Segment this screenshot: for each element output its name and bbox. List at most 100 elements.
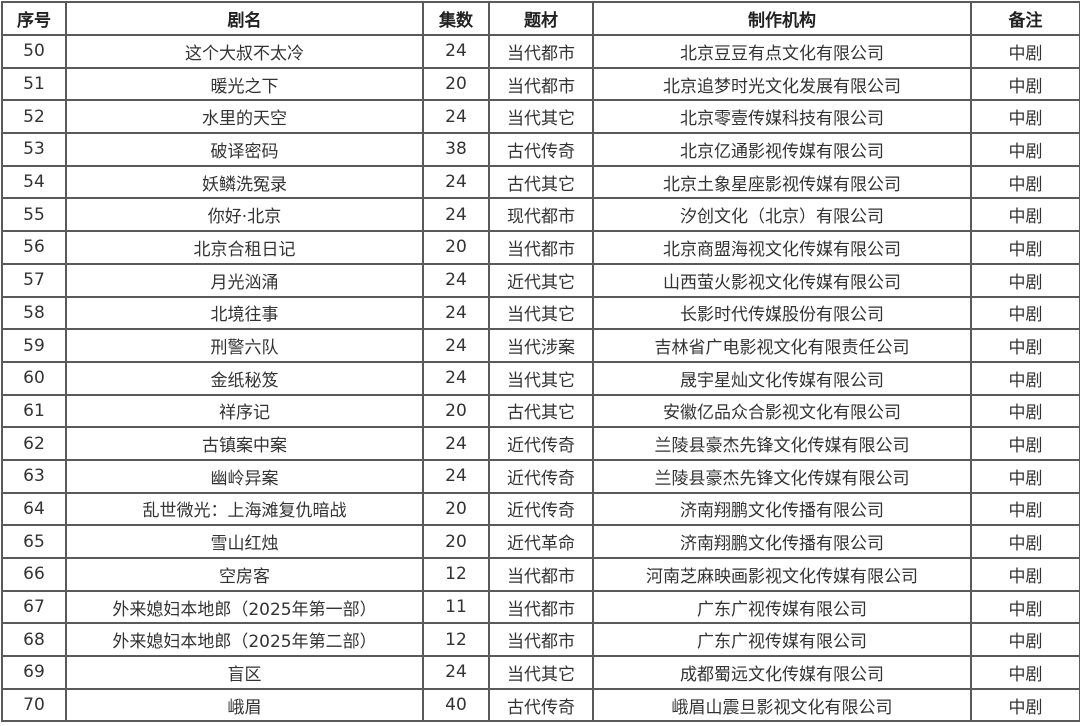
cell-title: 暖光之下 [65,66,424,102]
cell-remark: 中剧 [970,589,1080,625]
cell-genre: 当代都市 [488,589,594,625]
cell-index: 61 [1,393,67,429]
cell-episodes: 24 [422,655,490,690]
cell-episodes: 24 [422,197,490,233]
cell-index: 65 [1,524,67,559]
cell-genre: 当代涉案 [488,328,594,363]
table-row: 62 古镇案中案 24 近代传奇 兰陵县豪杰先锋文化传媒有限公司 中剧 [1,426,1080,461]
cell-title: 刑警六队 [65,328,424,363]
cell-genre: 当代都市 [488,34,594,69]
table-row: 59 刑警六队 24 当代涉案 吉林省广电影视文化有限责任公司 中剧 [1,328,1080,363]
cell-producer: 长影时代传媒股份有限公司 [592,295,972,331]
cell-remark: 中剧 [970,426,1080,461]
cell-producer: 北京零壹传媒科技有限公司 [592,99,972,135]
cell-remark: 中剧 [970,655,1080,690]
cell-genre: 近代其它 [488,262,594,298]
cell-genre: 当代其它 [488,655,594,690]
cell-index: 58 [1,295,67,331]
cell-episodes: 24 [422,99,490,135]
cell-genre: 古代其它 [488,164,594,200]
table-row: 55 你好·北京 24 现代都市 汐创文化（北京）有限公司 中剧 [1,197,1080,233]
header-title: 剧名 [65,1,424,36]
table-row: 66 空房客 12 当代都市 河南芝麻映画影视文化传媒有限公司 中剧 [1,557,1080,592]
cell-episodes: 20 [422,524,490,559]
cell-title: 雪山红烛 [65,524,424,559]
cell-remark: 中剧 [970,687,1080,723]
cell-title: 破译密码 [65,132,424,167]
cell-remark: 中剧 [970,360,1080,396]
cell-remark: 中剧 [970,328,1080,363]
cell-remark: 中剧 [970,557,1080,592]
cell-genre: 古代其它 [488,393,594,429]
header-producer: 制作机构 [592,1,972,36]
cell-producer: 北京商盟海视文化传媒有限公司 [592,230,972,265]
cell-producer: 峨眉山震旦影视文化有限公司 [592,687,972,723]
cell-producer: 成都蜀远文化传媒有限公司 [592,655,972,690]
header-row: 序号 剧名 集数 题材 制作机构 备注 [1,1,1080,36]
cell-genre: 现代都市 [488,197,594,233]
cell-title: 金纸秘笈 [65,360,424,396]
cell-genre: 当代其它 [488,360,594,396]
cell-index: 54 [1,164,67,200]
cell-title: 乱世微光：上海滩复仇暗战 [65,491,424,527]
cell-title: 这个大叔不太冷 [65,34,424,69]
cell-index: 51 [1,66,67,102]
cell-episodes: 24 [422,426,490,461]
table-row: 65 雪山红烛 20 近代革命 济南翔鹏文化传播有限公司 中剧 [1,524,1080,559]
cell-title: 盲区 [65,655,424,690]
cell-title: 妖鳞洗冤录 [65,164,424,200]
cell-remark: 中剧 [970,230,1080,265]
cell-episodes: 24 [422,34,490,69]
table-row: 68 外来媳妇本地郎（2025年第二部） 12 当代都市 广东广视传媒有限公司 中剧 [1,622,1080,658]
header-index: 序号 [1,1,67,36]
cell-episodes: 38 [422,132,490,167]
cell-index: 68 [1,622,67,658]
cell-genre: 当代都市 [488,622,594,658]
cell-title: 水里的天空 [65,99,424,135]
table-row: 70 峨眉 40 古代传奇 峨眉山震旦影视文化有限公司 中剧 [1,687,1080,723]
cell-producer: 济南翔鹏文化传播有限公司 [592,524,972,559]
cell-genre: 古代传奇 [488,132,594,167]
cell-remark: 中剧 [970,295,1080,331]
cell-episodes: 24 [422,262,490,298]
cell-genre: 近代传奇 [488,426,594,461]
cell-remark: 中剧 [970,197,1080,233]
cell-remark: 中剧 [970,262,1080,298]
cell-producer: 兰陵县豪杰先锋文化传媒有限公司 [592,458,972,494]
cell-producer: 兰陵县豪杰先锋文化传媒有限公司 [592,426,972,461]
table-row: 57 月光汹涌 24 近代其它 山西萤火影视文化传媒有限公司 中剧 [1,262,1080,298]
cell-remark: 中剧 [970,66,1080,102]
cell-episodes: 11 [422,589,490,625]
table-row: 61 祥序记 20 古代其它 安徽亿品众合影视文化有限公司 中剧 [1,393,1080,429]
cell-index: 63 [1,458,67,494]
cell-genre: 当代其它 [488,99,594,135]
cell-remark: 中剧 [970,393,1080,429]
cell-index: 59 [1,328,67,363]
cell-index: 70 [1,687,67,723]
cell-genre: 当代都市 [488,230,594,265]
cell-genre: 当代都市 [488,66,594,102]
cell-genre: 当代其它 [488,295,594,331]
cell-genre: 当代都市 [488,557,594,592]
table-row: 69 盲区 24 当代其它 成都蜀远文化传媒有限公司 中剧 [1,655,1080,690]
cell-episodes: 24 [422,360,490,396]
cell-index: 52 [1,99,67,135]
table-row: 64 乱世微光：上海滩复仇暗战 20 近代传奇 济南翔鹏文化传播有限公司 中剧 [1,491,1080,527]
cell-remark: 中剧 [970,99,1080,135]
cell-title: 幽岭异案 [65,458,424,494]
table-row: 50 这个大叔不太冷 24 当代都市 北京豆豆有点文化有限公司 中剧 [1,34,1080,69]
cell-remark: 中剧 [970,34,1080,69]
table-row: 51 暖光之下 20 当代都市 北京追梦时光文化发展有限公司 中剧 [1,66,1080,102]
cell-index: 55 [1,197,67,233]
cell-index: 66 [1,557,67,592]
cell-remark: 中剧 [970,524,1080,559]
cell-title: 月光汹涌 [65,262,424,298]
cell-index: 56 [1,230,67,265]
header-episodes: 集数 [422,1,490,36]
header-remark: 备注 [970,1,1080,36]
cell-producer: 河南芝麻映画影视文化传媒有限公司 [592,557,972,592]
cell-episodes: 20 [422,393,490,429]
cell-producer: 汐创文化（北京）有限公司 [592,197,972,233]
cell-index: 67 [1,589,67,625]
